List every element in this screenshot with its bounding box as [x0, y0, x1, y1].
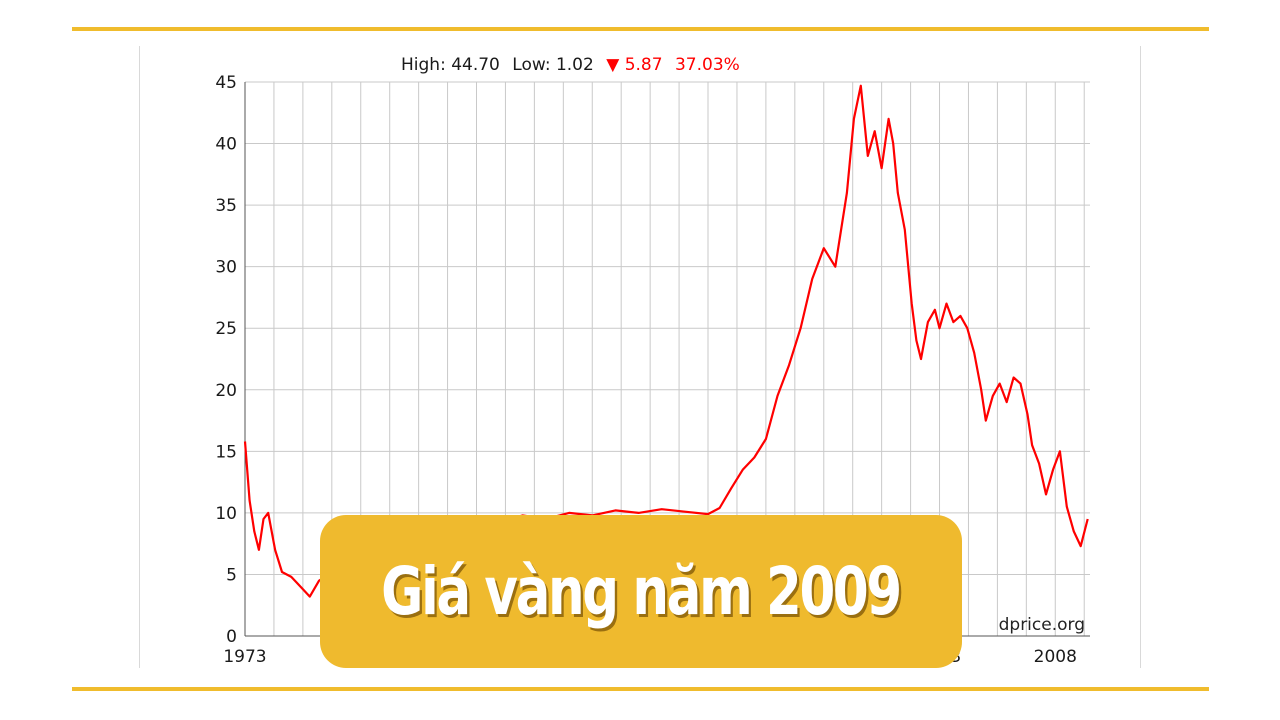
x-tick-label-1973: 1973: [223, 647, 266, 667]
change-down-arrow: ▼: [606, 55, 620, 75]
y-tick-label-5: 5: [226, 565, 237, 585]
title-banner: Giá vàng năm 2009: [320, 515, 962, 668]
y-tick-label-35: 35: [215, 196, 237, 216]
top-accent-rule: [72, 27, 1209, 31]
y-tick-label-15: 15: [215, 442, 237, 462]
y-tick-label-25: 25: [215, 319, 237, 339]
y-tick-label-30: 30: [215, 258, 237, 278]
banner-title: Giá vàng năm 2009: [381, 553, 903, 630]
watermark-source: dprice.org: [999, 615, 1085, 635]
y-axis-ticks: 0 5 10 15 20 25 30 35 40 45: [215, 73, 237, 647]
x-tick-label-2008: 2008: [1034, 647, 1077, 667]
right-frame-line: [1140, 46, 1141, 668]
y-tick-label-10: 10: [215, 504, 237, 524]
y-tick-label-0: 0: [226, 627, 237, 647]
y-tick-label-45: 45: [215, 73, 237, 93]
bottom-accent-rule: [72, 687, 1209, 691]
y-tick-label-20: 20: [215, 381, 237, 401]
y-tick-label-40: 40: [215, 135, 237, 155]
header-high-low: High: 44.70 Low: 1.02 ▼ 5.87 37.03%: [401, 55, 740, 75]
left-frame-line: [139, 46, 140, 668]
